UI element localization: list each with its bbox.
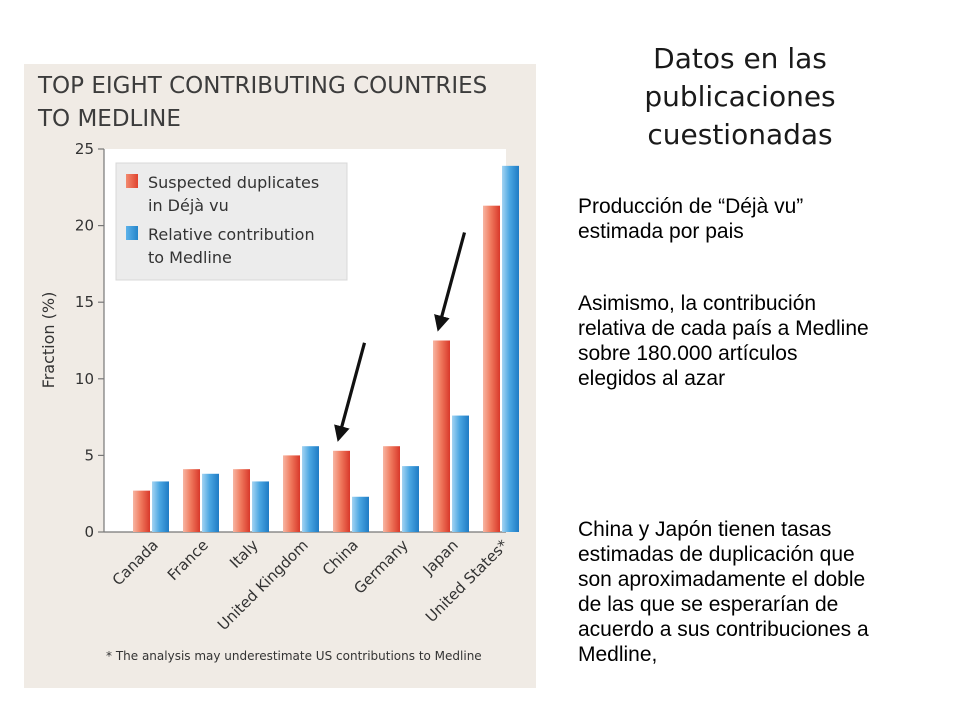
paragraph-3-line-1: China y Japón tienen tasas [578,518,832,541]
x-tick-label-italy: Italy [226,536,262,572]
legend-label-duplicates-line-2: in Déjà vu [148,196,229,215]
bar-suspected-duplicates-canada [133,490,150,532]
paragraph-3-line-6: Medline, [578,643,658,666]
y-tick-label: 0 [84,523,94,541]
y-tick-label: 15 [75,293,94,311]
bar-suspected-duplicates-germany [383,446,400,532]
paragraph-3-line-5: acuerdo a sus contribuciones a [578,618,869,641]
chart-panel: TOP EIGHT CONTRIBUTING COUNTRIES TO MEDL… [24,64,536,688]
bar-relative-contribution-germany [402,466,419,532]
y-tick-label: 20 [75,217,94,235]
bar-relative-contribution-china [352,496,369,532]
chart-title-line-2: TO MEDLINE [37,106,181,132]
x-tick-label-france: France [164,536,212,584]
annotation-arrow-japan [434,232,467,332]
y-axis-ticks: 0 5 10 15 20 25 [75,140,104,541]
annotation-arrow-china [334,342,367,442]
legend-label-contribution-line-2: to Medline [148,248,232,267]
paragraph-3-line-2: estimadas de duplicación que [578,543,855,566]
bar-suspected-duplicates-japan [433,340,450,532]
bar-relative-contribution-italy [252,481,269,532]
bar-suspected-duplicates-italy [233,469,250,532]
x-tick-label-germany: Germany [350,536,412,598]
y-tick-label: 25 [75,140,94,158]
x-tick-label-canada: Canada [109,536,162,589]
y-tick-label: 10 [75,370,94,388]
bar-relative-contribution-united-states [502,165,519,532]
chart-footnote: * The analysis may underestimate US cont… [106,649,482,663]
bar-suspected-duplicates-china [333,450,350,532]
x-tick-label-united-kingdom: United Kingdom [214,536,312,634]
bar-suspected-duplicates-united-kingdom [283,455,300,532]
annotation-arrows [334,232,467,442]
paragraph-2-line-2: relativa de cada país a Medline [578,317,869,340]
legend: Suspected duplicates in Déjà vu Relative… [115,162,348,281]
bars-group [133,165,519,532]
paragraph-contribution: Asimismo, la contribución relativa de ca… [578,291,958,391]
paragraph-deja-vu: Producción de “Déjà vu” estimada por pai… [578,194,958,244]
slide-title: Datos en las publicaciones cuestionadas [580,40,900,154]
paragraph-2-line-3: sobre 180.000 artículos [578,342,798,365]
x-tick-label-china: China [319,536,362,579]
paragraph-2-line-4: elegidos al azar [578,367,726,390]
paragraph-1-line-1: Producción de “Déjà vu” [578,195,804,218]
paragraph-2-line-1: Asimismo, la contribución [578,292,817,315]
legend-label-duplicates-line-1: Suspected duplicates [148,173,319,192]
x-tick-label-japan: Japan [419,536,462,579]
legend-swatch-contribution [126,226,138,240]
bar-relative-contribution-japan [452,415,469,532]
paragraph-3-line-4: de las que se esperarían de [578,593,839,616]
paragraph-3-line-3: son aproximadamente el doble [578,568,866,591]
legend-label-contribution-line-1: Relative contribution [148,225,315,244]
bar-suspected-duplicates-france [183,469,200,532]
y-axis-label: Fraction (%) [39,292,58,389]
paragraph-china-japan: China y Japón tienen tasas estimadas de … [578,517,958,667]
slide-title-line-3: cuestionadas [647,118,833,151]
bar-relative-contribution-france [202,473,219,532]
y-tick-label: 5 [84,446,94,464]
slide-title-line-1: Datos en las [653,42,827,75]
bar-chart: TOP EIGHT CONTRIBUTING COUNTRIES TO MEDL… [37,73,519,663]
chart-title-line-1: TOP EIGHT CONTRIBUTING COUNTRIES [37,73,487,99]
bar-relative-contribution-canada [152,481,169,532]
bar-suspected-duplicates-united-states [483,205,500,532]
bar-relative-contribution-united-kingdom [302,446,319,532]
paragraph-1-line-2: estimada por pais [578,220,744,243]
slide-title-line-2: publicaciones [644,80,836,113]
legend-box [115,162,348,281]
legend-swatch-duplicates [126,174,138,188]
